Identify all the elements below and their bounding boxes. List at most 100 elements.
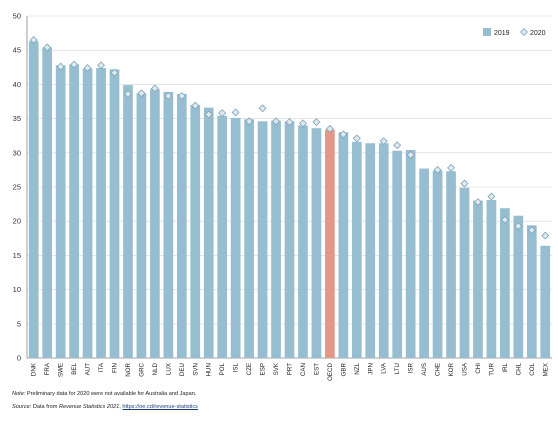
y-tick-label: 20 bbox=[13, 217, 21, 226]
marker-2020-prt bbox=[285, 118, 294, 126]
bar-pol bbox=[217, 115, 228, 358]
x-tick-label: GBR bbox=[340, 362, 347, 376]
bar-ita bbox=[96, 67, 106, 358]
x-tick-label: SWE bbox=[58, 363, 65, 377]
marker-2020-nor bbox=[123, 90, 132, 98]
bar-irl bbox=[500, 208, 510, 358]
source-prefix: Data from bbox=[31, 404, 59, 410]
bar-gbr bbox=[338, 132, 349, 358]
x-tick-label: IRL bbox=[502, 362, 509, 372]
marker-2020-mex bbox=[541, 231, 550, 240]
marker-2020-ltu bbox=[393, 141, 402, 150]
marker-2020-grc bbox=[137, 89, 146, 98]
y-tick-label: 5 bbox=[17, 319, 21, 328]
marker-2020-svk bbox=[272, 117, 281, 126]
marker-2020-cze bbox=[245, 117, 254, 126]
marker-2020-oecd bbox=[325, 124, 334, 133]
bar-svk bbox=[271, 120, 281, 358]
bar-cze bbox=[244, 119, 254, 358]
bar-est bbox=[311, 128, 322, 358]
bar-che bbox=[432, 170, 443, 358]
bar-grc bbox=[136, 93, 147, 359]
bar-chi bbox=[473, 200, 483, 358]
note-text: Preliminary data for 2020 were not avail… bbox=[25, 391, 197, 397]
bar-usa bbox=[459, 187, 470, 358]
marker-2020-can bbox=[298, 119, 307, 128]
x-tick-label: BEL bbox=[71, 362, 78, 374]
marker-2020-pol bbox=[218, 109, 227, 118]
marker-2020-nzl bbox=[352, 134, 361, 143]
x-tick-label: EST bbox=[313, 363, 320, 375]
revenue-chart: 0 5 10 15 20 25 30 35 40 45 50 DNK FRA SWE BEL AUT ITA FI… bbox=[13, 12, 552, 381]
marker-2020-isr bbox=[406, 150, 415, 159]
bar-can bbox=[298, 125, 308, 358]
x-tick-label: CZE bbox=[246, 363, 253, 375]
x-tick-label: SVN bbox=[192, 363, 199, 376]
x-tick-label: PRT bbox=[287, 363, 294, 375]
chart-note: Note: Preliminary data for 2020 were not… bbox=[12, 391, 196, 397]
marker-2020-che bbox=[433, 165, 442, 174]
marker-2020-isl bbox=[231, 108, 240, 117]
bar-bel bbox=[69, 64, 79, 359]
source-separator: , bbox=[119, 404, 123, 410]
bar-svn bbox=[190, 104, 201, 358]
x-tick-label: ISR bbox=[408, 362, 415, 373]
x-tick-label: TUR bbox=[488, 362, 495, 375]
bar-nld bbox=[150, 89, 160, 359]
marker-2020-col bbox=[527, 226, 536, 235]
x-tick-label: AUS bbox=[421, 363, 428, 376]
x-tick-label: HUN bbox=[206, 363, 213, 376]
x-tick-label: MEX bbox=[542, 363, 549, 376]
marker-2020-lux bbox=[164, 92, 173, 100]
marker-2020-chi bbox=[473, 198, 482, 207]
x-tick-label: FRA bbox=[44, 362, 51, 375]
x-tick-label: ITA bbox=[98, 362, 105, 372]
marker-2020-aut bbox=[83, 64, 92, 72]
legend-label-2019: 2019 bbox=[494, 30, 510, 37]
marker-2020-gbr bbox=[339, 130, 348, 139]
legend-label-2020: 2020 bbox=[530, 30, 546, 37]
x-tick-label: CHL bbox=[515, 362, 522, 375]
y-tick-label: 30 bbox=[13, 148, 21, 157]
y-tick-label: 40 bbox=[13, 80, 21, 89]
x-tick-label: ISL bbox=[233, 362, 240, 372]
y-tick-label: 15 bbox=[13, 251, 21, 260]
x-tick-label: GRC bbox=[138, 362, 145, 376]
x-tick-label: POL bbox=[219, 362, 226, 375]
x-tick-label: NLD bbox=[152, 362, 159, 375]
x-tick-label: NZL bbox=[354, 362, 361, 374]
x-tick-label: OECD bbox=[327, 362, 334, 380]
bar-kor bbox=[446, 171, 456, 358]
bar-aus bbox=[419, 168, 429, 358]
y-tick-label: 0 bbox=[17, 354, 21, 363]
marker-2020-nld bbox=[150, 84, 159, 93]
bar-lux bbox=[163, 91, 174, 358]
bar-fin bbox=[109, 69, 120, 359]
x-tick-label: SVK bbox=[273, 362, 280, 375]
marker-2020-fra bbox=[43, 43, 52, 52]
source-title: Revenue Statistics 2021 bbox=[58, 404, 120, 410]
x-tick-label: FIN bbox=[112, 363, 119, 373]
x-tick-label: DNK bbox=[31, 362, 38, 376]
marker-2020-bel bbox=[70, 60, 79, 69]
marker-2020-ita bbox=[97, 61, 106, 70]
x-tick-label: CHI bbox=[475, 363, 482, 374]
bar-chl bbox=[513, 215, 524, 358]
chart-source: Source: Data from Revenue Statistics 202… bbox=[12, 404, 198, 410]
bar-hun bbox=[203, 107, 214, 358]
bar-col bbox=[526, 225, 537, 358]
marker-2020-usa bbox=[460, 179, 469, 188]
x-tick-label: CHE bbox=[435, 363, 442, 376]
y-tick-label: 45 bbox=[13, 46, 21, 55]
note-label: Note: bbox=[12, 391, 26, 397]
source-link[interactable]: https://oe.cd/revenue-statistics bbox=[122, 404, 198, 410]
bar-dnk bbox=[28, 41, 39, 359]
x-tick-label: COL bbox=[529, 362, 536, 375]
bar-jpn bbox=[365, 143, 376, 358]
x-tick-label: CAN bbox=[300, 363, 307, 376]
bar-swe bbox=[55, 65, 66, 359]
x-tick-label: ESP bbox=[260, 363, 267, 375]
x-tick-label: LUX bbox=[165, 363, 172, 375]
x-tick-label: JPN bbox=[367, 363, 374, 375]
bar-fra bbox=[42, 47, 53, 359]
